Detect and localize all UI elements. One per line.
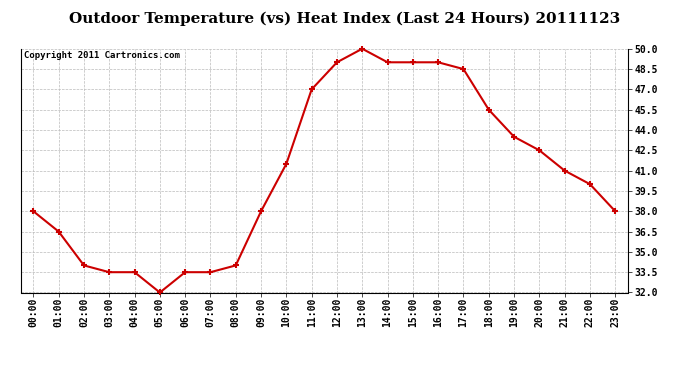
Text: Outdoor Temperature (vs) Heat Index (Last 24 Hours) 20111123: Outdoor Temperature (vs) Heat Index (Las… — [70, 11, 620, 26]
Text: Copyright 2011 Cartronics.com: Copyright 2011 Cartronics.com — [23, 51, 179, 60]
